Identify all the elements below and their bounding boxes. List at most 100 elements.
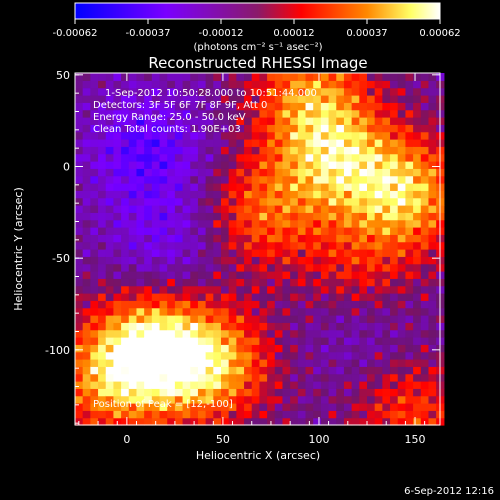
heatmap-cell (128, 219, 138, 228)
heatmap-cell (374, 381, 383, 389)
heatmap-cell (228, 337, 237, 345)
heatmap-cell (151, 168, 161, 177)
heatmap-cell (174, 300, 184, 309)
heatmap-cell (82, 168, 91, 177)
heatmap-cell (413, 124, 422, 133)
heatmap-cell (190, 300, 199, 309)
heatmap-cell (374, 234, 383, 243)
heatmap-cell (259, 146, 268, 155)
heatmap-cell (144, 366, 153, 375)
heatmap-cell (397, 205, 407, 213)
heatmap-cell (336, 153, 345, 162)
heatmap-cell (244, 161, 253, 169)
heatmap-cell (82, 403, 91, 411)
heatmap-cell (213, 117, 222, 125)
heatmap-cell (328, 315, 337, 323)
heatmap-cell (290, 227, 299, 235)
heatmap-cell (305, 263, 314, 272)
heatmap-cell (121, 403, 130, 411)
heatmap-cell (121, 241, 130, 250)
heatmap-cell (305, 153, 314, 162)
heatmap-cell (228, 256, 237, 265)
heatmap-cell (190, 410, 199, 419)
heatmap-cell (290, 403, 299, 411)
heatmap-cell (159, 278, 168, 287)
heatmap-cell (98, 87, 107, 96)
heatmap-cell (428, 322, 437, 331)
heatmap-cell (98, 227, 107, 235)
heatmap-cell (305, 87, 314, 96)
heatmap-cell (428, 197, 437, 206)
heatmap-cell (82, 139, 91, 147)
heatmap-cell (374, 249, 383, 257)
heatmap-cell (336, 256, 345, 265)
heatmap-cell (343, 117, 353, 125)
heatmap-cell (367, 381, 376, 389)
heatmap-cell (397, 73, 407, 81)
heatmap-cell (151, 322, 161, 331)
heatmap-cell (336, 329, 345, 338)
heatmap-cell (428, 381, 437, 389)
heatmap-cell (197, 241, 207, 250)
heatmap-cell (390, 315, 399, 323)
heatmap-cell (343, 315, 353, 323)
heatmap-cell (167, 337, 176, 345)
heatmap-cell (259, 168, 268, 177)
heatmap-cell (236, 344, 245, 353)
heatmap-cell (82, 183, 91, 191)
heatmap-cell (90, 146, 99, 155)
plot-frame (74, 72, 441, 426)
heatmap-cell (267, 359, 276, 367)
heatmap-cell (174, 153, 184, 162)
heatmap-cell (159, 410, 168, 419)
heatmap-cell (159, 117, 168, 125)
heatmap-cell (428, 190, 437, 199)
heatmap-cell (405, 109, 414, 118)
heatmap-cell (313, 139, 322, 147)
heatmap-cell (82, 227, 91, 235)
heatmap-cell (374, 351, 383, 360)
heatmap-cell (267, 212, 276, 221)
heatmap-cell (121, 322, 130, 331)
heatmap-cell (251, 205, 261, 213)
heatmap-cell (313, 359, 322, 367)
heatmap-cell (75, 95, 84, 103)
heatmap-cell (405, 256, 414, 265)
heatmap-cell (128, 256, 138, 265)
heatmap-cell (351, 322, 360, 331)
heatmap-cell (205, 315, 214, 323)
heatmap-cell (144, 337, 153, 345)
heatmap-cell (190, 337, 199, 345)
heatmap-cell (228, 234, 237, 243)
heatmap-cell (213, 109, 222, 118)
heatmap-cell (190, 373, 199, 382)
heatmap-cell (151, 329, 161, 338)
heatmap-cell (167, 293, 176, 301)
heatmap-cell (213, 168, 222, 177)
heatmap-cell (267, 241, 276, 250)
heatmap-cell (251, 95, 261, 103)
heatmap-cell (367, 300, 376, 309)
heatmap-cell (267, 124, 276, 133)
heatmap-cell (213, 205, 222, 213)
heatmap-cell (98, 395, 107, 404)
heatmap-cell (113, 205, 122, 213)
heatmap-cell (413, 153, 422, 162)
heatmap-cell (197, 80, 207, 89)
heatmap-cell (313, 80, 322, 89)
heatmap-cell (367, 212, 376, 221)
heatmap-cell (274, 395, 284, 404)
heatmap-cell (374, 285, 383, 294)
heatmap-cell (274, 417, 284, 426)
heatmap-cell (374, 227, 383, 235)
heatmap-cell (313, 300, 322, 309)
heatmap-cell (267, 175, 276, 184)
heatmap-cell (390, 212, 399, 221)
heatmap-cell (297, 278, 307, 287)
heatmap-cell (259, 381, 268, 389)
heatmap-cell (121, 315, 130, 323)
heatmap-cell (420, 293, 430, 301)
heatmap-cell (75, 153, 84, 162)
heatmap-cell (151, 161, 161, 169)
heatmap-cell (428, 73, 437, 81)
